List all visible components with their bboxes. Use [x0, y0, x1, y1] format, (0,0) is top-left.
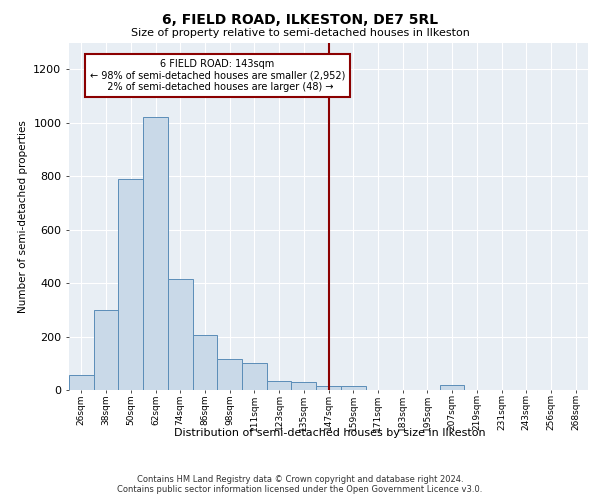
Bar — [440, 384, 464, 390]
Text: Contains HM Land Registry data © Crown copyright and database right 2024.
Contai: Contains HM Land Registry data © Crown c… — [118, 474, 482, 494]
Text: 6 FIELD ROAD: 143sqm
← 98% of semi-detached houses are smaller (2,952)
  2% of s: 6 FIELD ROAD: 143sqm ← 98% of semi-detac… — [89, 58, 345, 92]
Bar — [217, 360, 242, 390]
Text: Distribution of semi-detached houses by size in Ilkeston: Distribution of semi-detached houses by … — [174, 428, 486, 438]
Bar — [94, 310, 118, 390]
Bar — [118, 179, 143, 390]
Bar — [193, 335, 217, 390]
Bar — [292, 382, 316, 390]
Bar — [168, 279, 193, 390]
Bar — [316, 386, 341, 390]
Bar — [341, 386, 365, 390]
Y-axis label: Number of semi-detached properties: Number of semi-detached properties — [17, 120, 28, 312]
Bar — [143, 118, 168, 390]
Bar — [242, 364, 267, 390]
Bar — [69, 376, 94, 390]
Bar — [267, 380, 292, 390]
Text: 6, FIELD ROAD, ILKESTON, DE7 5RL: 6, FIELD ROAD, ILKESTON, DE7 5RL — [162, 12, 438, 26]
Text: Size of property relative to semi-detached houses in Ilkeston: Size of property relative to semi-detach… — [131, 28, 469, 38]
